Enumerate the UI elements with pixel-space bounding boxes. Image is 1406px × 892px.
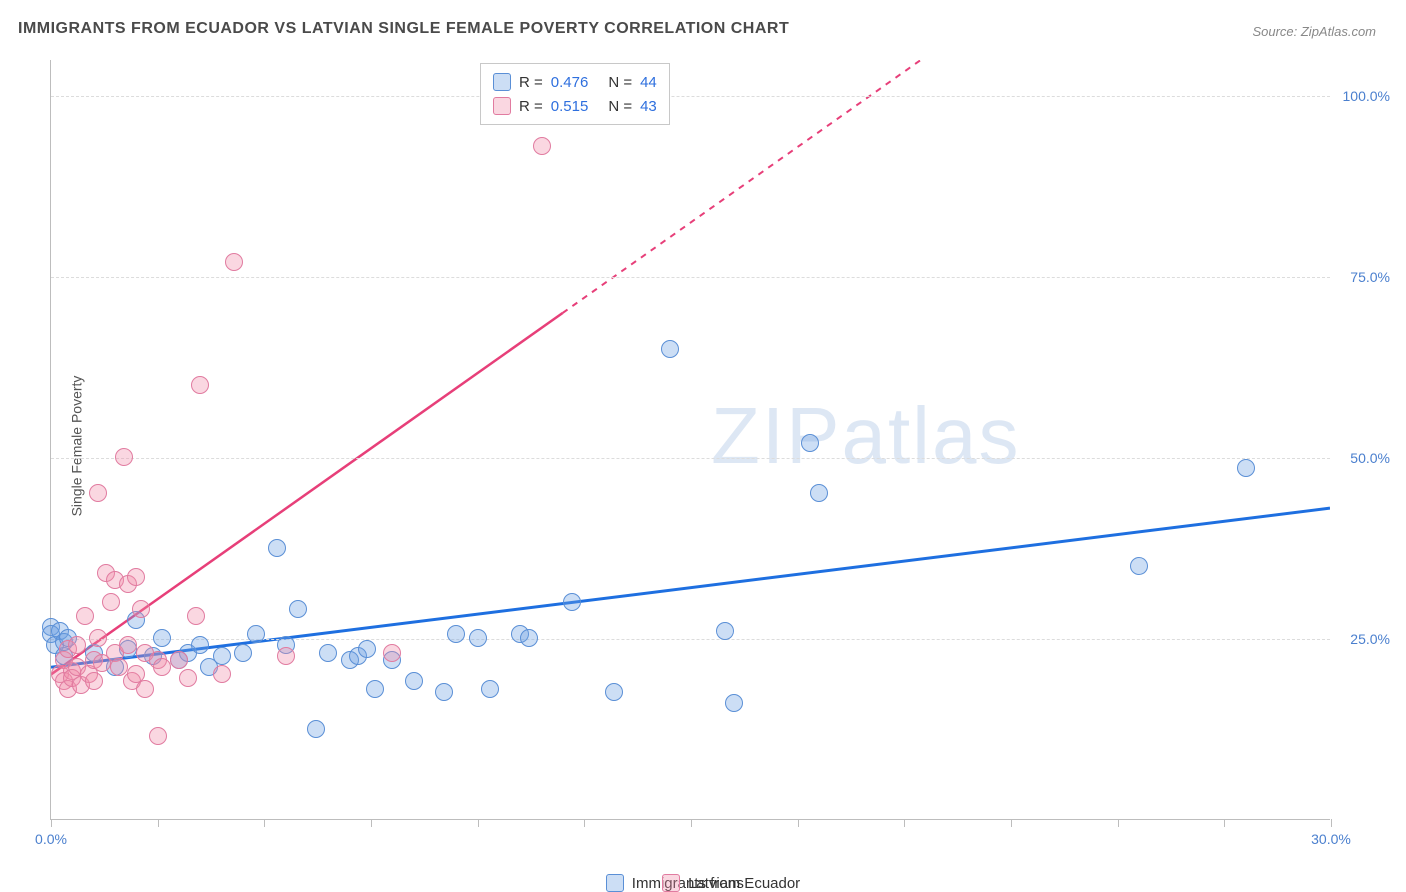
- data-point: [366, 680, 384, 698]
- legend-n-value: 44: [640, 74, 657, 91]
- x-tick: [584, 819, 585, 827]
- data-point: [716, 622, 734, 640]
- data-point: [102, 593, 120, 611]
- data-point: [179, 669, 197, 687]
- y-tick-label: 75.0%: [1350, 269, 1390, 285]
- data-point: [319, 644, 337, 662]
- data-point: [213, 665, 231, 683]
- data-point: [307, 720, 325, 738]
- data-point: [225, 253, 243, 271]
- data-point: [447, 625, 465, 643]
- data-point: [89, 484, 107, 502]
- data-point: [136, 680, 154, 698]
- data-point: [481, 680, 499, 698]
- x-tick: [1331, 819, 1332, 827]
- x-tick: [158, 819, 159, 827]
- gridline: [51, 458, 1330, 459]
- gridline: [51, 639, 1330, 640]
- x-tick: [691, 819, 692, 827]
- data-point: [149, 727, 167, 745]
- data-point: [358, 640, 376, 658]
- data-point: [533, 137, 551, 155]
- legend-swatch: [493, 73, 511, 91]
- data-point: [213, 647, 231, 665]
- data-point: [234, 644, 252, 662]
- legend-n-label: N =: [608, 74, 632, 91]
- legend-label: Latvians: [688, 875, 744, 892]
- data-point: [469, 629, 487, 647]
- data-point: [725, 694, 743, 712]
- x-tick: [904, 819, 905, 827]
- y-tick-label: 100.0%: [1343, 88, 1390, 104]
- legend-row: R = 0.476 N = 44: [493, 70, 657, 94]
- data-point: [153, 629, 171, 647]
- data-point: [810, 484, 828, 502]
- legend-row: R = 0.515 N = 43: [493, 94, 657, 118]
- data-point: [405, 672, 423, 690]
- data-point: [110, 658, 128, 676]
- data-point: [170, 651, 188, 669]
- data-point: [191, 376, 209, 394]
- source-attribution: Source: ZipAtlas.com: [1252, 24, 1376, 39]
- data-point: [153, 658, 171, 676]
- data-point: [801, 434, 819, 452]
- data-point: [1237, 459, 1255, 477]
- data-point: [435, 683, 453, 701]
- data-point: [289, 600, 307, 618]
- x-tick: [1118, 819, 1119, 827]
- data-point: [132, 600, 150, 618]
- gridline: [51, 277, 1330, 278]
- legend-entry: Latvians: [662, 874, 744, 892]
- legend-swatch: [662, 874, 680, 892]
- y-tick-label: 50.0%: [1350, 450, 1390, 466]
- data-point: [115, 448, 133, 466]
- x-tick: [478, 819, 479, 827]
- x-tick: [264, 819, 265, 827]
- x-tick: [51, 819, 52, 827]
- data-point: [127, 568, 145, 586]
- legend-swatch: [606, 874, 624, 892]
- legend-r-value: 0.515: [551, 98, 589, 115]
- legend-n-label: N =: [608, 98, 632, 115]
- data-point: [277, 647, 295, 665]
- data-point: [268, 539, 286, 557]
- data-point: [119, 636, 137, 654]
- gridline: [51, 96, 1330, 97]
- data-point: [383, 644, 401, 662]
- x-tick: [798, 819, 799, 827]
- data-point: [85, 672, 103, 690]
- scatter-plot-area: ZIPatlas 25.0%50.0%75.0%100.0%0.0%30.0%: [50, 60, 1330, 820]
- trend-lines-svg: [51, 60, 1330, 819]
- legend-r-label: R =: [519, 98, 543, 115]
- legend-r-value: 0.476: [551, 74, 589, 91]
- chart-title: IMMIGRANTS FROM ECUADOR VS LATVIAN SINGL…: [18, 20, 789, 38]
- x-tick: [1224, 819, 1225, 827]
- data-point: [68, 636, 86, 654]
- data-point: [520, 629, 538, 647]
- data-point: [247, 625, 265, 643]
- data-point: [605, 683, 623, 701]
- data-point: [89, 629, 107, 647]
- x-tick: [371, 819, 372, 827]
- data-point: [187, 607, 205, 625]
- data-point: [191, 636, 209, 654]
- legend-n-value: 43: [640, 98, 657, 115]
- watermark: ZIPatlas: [711, 390, 1020, 482]
- data-point: [1130, 557, 1148, 575]
- data-point: [76, 607, 94, 625]
- x-tick-label: 0.0%: [35, 831, 67, 847]
- data-point: [563, 593, 581, 611]
- x-tick: [1011, 819, 1012, 827]
- legend-swatch: [493, 97, 511, 115]
- x-tick-label: 30.0%: [1311, 831, 1351, 847]
- correlation-legend-box: R = 0.476 N = 44 R = 0.515 N = 43: [480, 63, 670, 125]
- data-point: [661, 340, 679, 358]
- y-tick-label: 25.0%: [1350, 631, 1390, 647]
- legend-r-label: R =: [519, 74, 543, 91]
